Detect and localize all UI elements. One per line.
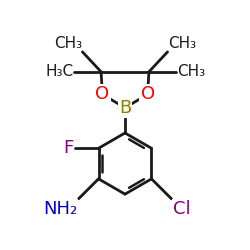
Text: B: B — [119, 99, 131, 117]
Text: O: O — [140, 86, 155, 103]
Text: O: O — [95, 86, 110, 103]
Text: CH₃: CH₃ — [54, 36, 82, 51]
Text: CH₃: CH₃ — [177, 64, 205, 79]
Text: Cl: Cl — [173, 200, 190, 218]
Text: CH₃: CH₃ — [168, 36, 196, 51]
Text: H₃C: H₃C — [45, 64, 73, 79]
Text: NH₂: NH₂ — [43, 200, 77, 218]
Text: F: F — [63, 139, 73, 157]
